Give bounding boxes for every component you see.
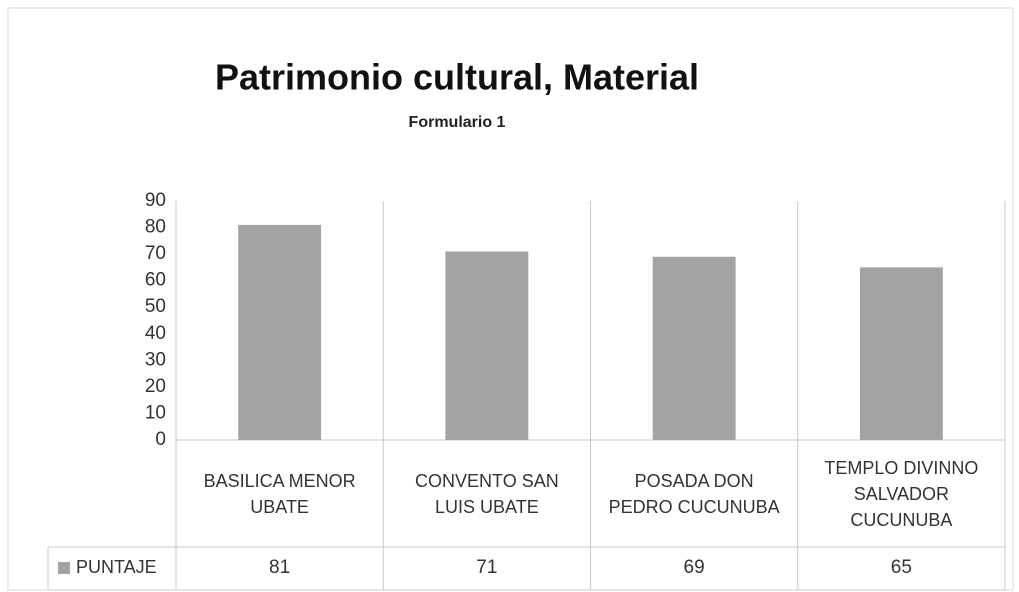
x-tick-label: TEMPLO DIVINNO SALVADOR CUCUNUBA (824, 457, 979, 530)
y-tick-label: 90 (145, 190, 166, 211)
y-tick-label: 10 (145, 402, 166, 423)
legend-key (58, 562, 70, 574)
y-tick-label: 80 (145, 217, 166, 238)
bar (238, 224, 322, 440)
table-value: 71 (476, 557, 497, 578)
table-value: 65 (891, 557, 912, 578)
y-tick-label: 20 (145, 376, 166, 397)
y-tick-label: 50 (145, 296, 166, 317)
bar (445, 251, 529, 440)
table-value: 69 (684, 557, 705, 578)
legend-label: PUNTAJE (76, 557, 157, 577)
bar (859, 267, 943, 440)
y-tick-label: 70 (145, 243, 166, 264)
chart-subtitle: Formulario 1 (409, 114, 506, 131)
chart-title: Patrimonio cultural, Material (215, 57, 699, 98)
x-tick-label: POSADA DON PEDRO CUCUNUBA (608, 470, 780, 517)
bar (652, 256, 736, 440)
x-tick-label: CONVENTO SAN LUIS UBATE (415, 470, 559, 517)
table-value: 81 (269, 557, 290, 578)
x-tick-label: BASILICA MENOR UBATE (203, 470, 356, 517)
y-tick-label: 60 (145, 270, 166, 291)
y-tick-label: 40 (145, 323, 166, 344)
y-tick-label: 0 (155, 429, 166, 450)
y-tick-label: 30 (145, 349, 166, 370)
